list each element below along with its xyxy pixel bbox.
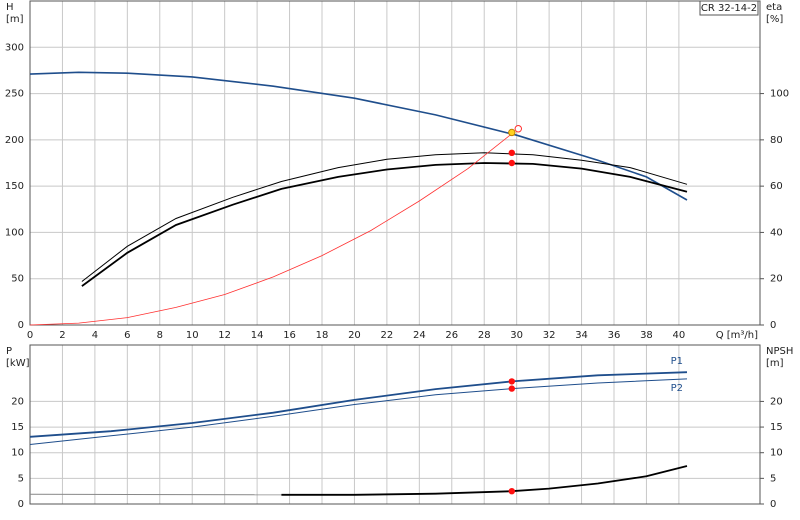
y-axis-label: H xyxy=(6,2,14,13)
y-tick-label: 50 xyxy=(11,274,24,285)
x-tick-label: 36 xyxy=(608,330,621,341)
data-point xyxy=(508,487,515,495)
annotation: CR 32-14-2 xyxy=(701,3,757,14)
data-point xyxy=(508,149,515,157)
curve xyxy=(29,493,282,496)
y2-axis-unit: [m] xyxy=(766,358,784,369)
y-tick-label: 15 xyxy=(11,422,24,433)
data-point xyxy=(508,378,515,385)
x-tick-label: 6 xyxy=(124,330,130,341)
x-tick-label: 32 xyxy=(543,330,556,341)
y-tick-label: 5 xyxy=(18,473,24,484)
annotation-box xyxy=(699,0,759,16)
x-tick-label: 26 xyxy=(445,330,458,341)
x-tick-label: 12 xyxy=(218,330,231,341)
x-tick-label: 8 xyxy=(157,330,163,341)
y-tick-label: 10 xyxy=(11,448,24,459)
y-tick-label: 300 xyxy=(5,42,24,53)
x-tick-label: 14 xyxy=(251,330,264,341)
y2-tick-label: 40 xyxy=(770,227,783,238)
x-tick-label: 18 xyxy=(316,330,329,341)
y-tick-label: 250 xyxy=(5,89,24,100)
plot-frame xyxy=(29,344,761,505)
y-tick-label: 100 xyxy=(5,227,24,238)
y-axis-unit: [kW] xyxy=(6,358,30,369)
y-axis-unit: [m] xyxy=(6,14,24,25)
y2-tick-label: 10 xyxy=(770,448,783,459)
x-tick-label: 38 xyxy=(640,330,653,341)
x-tick-label: 24 xyxy=(413,330,426,341)
curve xyxy=(81,162,688,287)
y-tick-label: 0 xyxy=(18,320,24,331)
y-tick-label: 200 xyxy=(5,135,24,146)
y-tick-label: 20 xyxy=(11,396,24,407)
x-tick-label: 34 xyxy=(575,330,588,341)
x-tick-label: 10 xyxy=(186,330,199,341)
curve xyxy=(29,378,688,445)
x-tick-label: 2 xyxy=(59,330,65,341)
x-tick-label: 40 xyxy=(673,330,686,341)
y2-tick-label: 0 xyxy=(770,499,776,510)
x-tick-label: 22 xyxy=(381,330,394,341)
x-tick-label: 16 xyxy=(283,330,296,341)
y2-tick-label: 20 xyxy=(770,274,783,285)
plot-frame xyxy=(29,0,761,326)
y-tick-label: 0 xyxy=(18,499,24,510)
x-axis-label: Q [m³/h] xyxy=(716,330,758,341)
x-tick-label: 20 xyxy=(348,330,361,341)
x-tick-label: 0 xyxy=(27,330,33,341)
data-point xyxy=(508,128,516,137)
y-axis-label: P xyxy=(6,346,12,357)
curve xyxy=(281,465,688,496)
data-point xyxy=(508,385,515,392)
y2-tick-label: 100 xyxy=(770,89,789,100)
legend-label: P1 xyxy=(671,356,683,367)
y2-tick-label: 5 xyxy=(770,473,776,484)
x-label-bg xyxy=(730,328,760,342)
curve xyxy=(29,371,688,438)
y2-tick-label: 80 xyxy=(770,135,783,146)
y2-tick-label: 20 xyxy=(770,396,783,407)
y2-axis-label: eta xyxy=(766,2,782,13)
curve xyxy=(29,71,688,201)
data-point xyxy=(508,159,515,167)
x-tick-label: 28 xyxy=(478,330,491,341)
data-point xyxy=(514,125,522,133)
y2-tick-label: 0 xyxy=(770,320,776,331)
curve xyxy=(29,132,514,326)
y2-axis-unit: [%] xyxy=(766,14,783,25)
x-tick-label: 4 xyxy=(92,330,98,341)
y2-tick-label: 15 xyxy=(770,422,783,433)
y2-tick-label: 60 xyxy=(770,181,783,192)
legend-label: P2 xyxy=(671,383,683,394)
curve xyxy=(81,152,688,282)
x-tick-label: 30 xyxy=(510,330,523,341)
y2-axis-label: NPSH xyxy=(766,346,793,357)
y-tick-label: 150 xyxy=(5,181,24,192)
